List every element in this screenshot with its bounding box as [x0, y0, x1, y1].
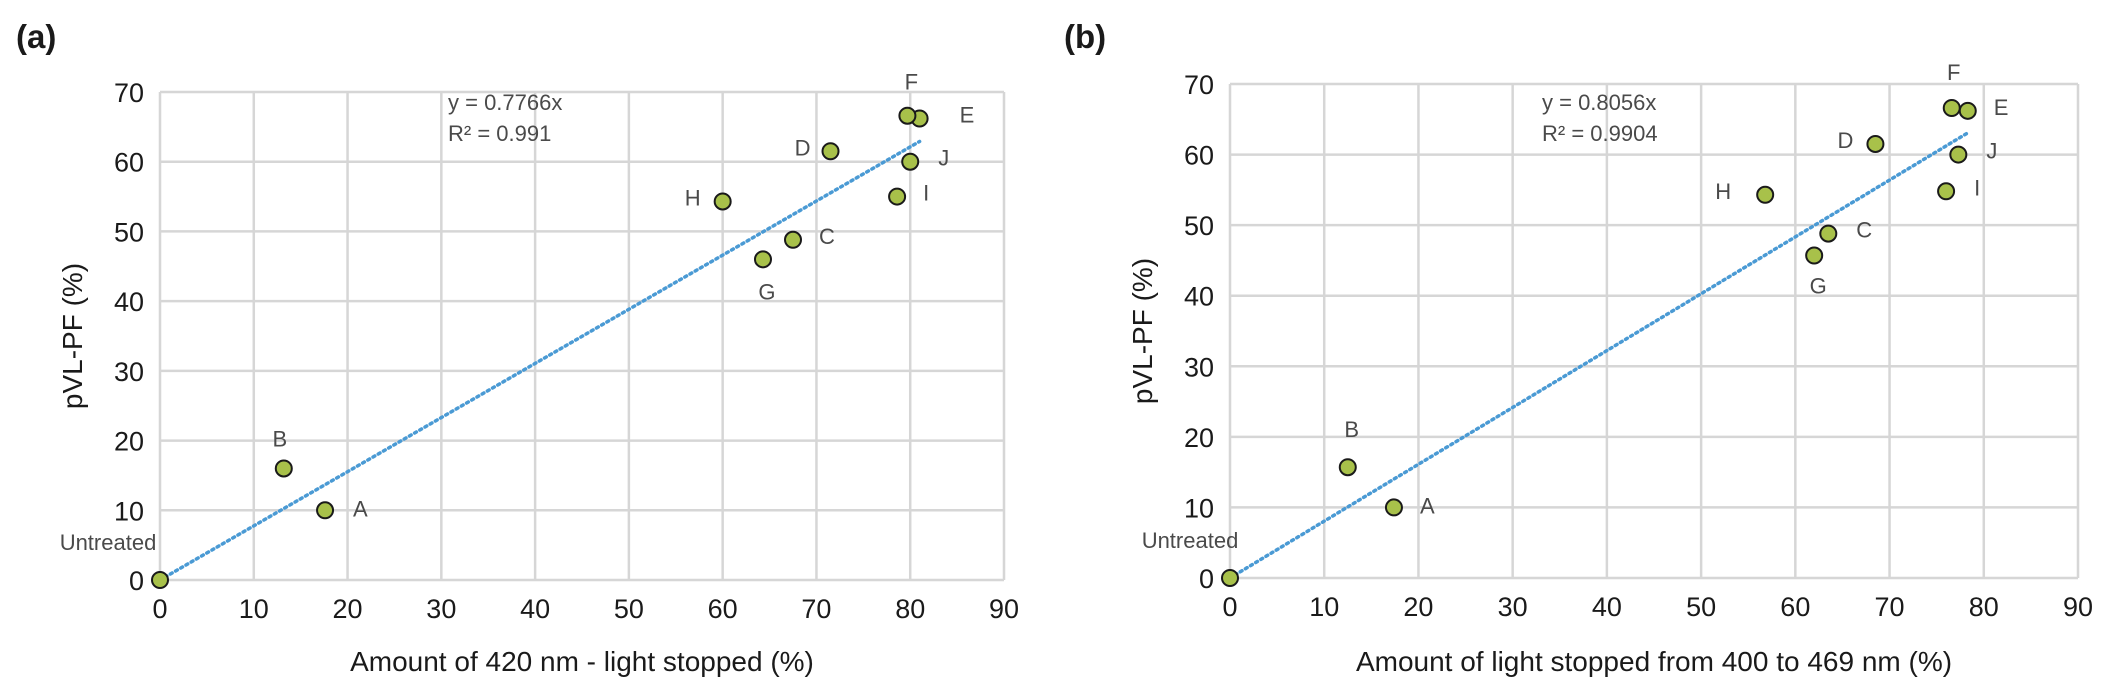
r-squared-label: R² = 0.9904 [1542, 121, 1658, 146]
trendline [1228, 129, 1972, 580]
y-tick-label: 40 [114, 287, 144, 317]
point-label: Untreated [1142, 528, 1239, 553]
data-point-h [713, 192, 732, 211]
x-tick-label: 40 [520, 594, 550, 624]
y-tick-label: 70 [114, 78, 144, 108]
data-point-h [1756, 185, 1775, 204]
data-point-a [1384, 498, 1403, 517]
data-point-i [888, 187, 907, 206]
trendline [158, 139, 922, 582]
point-label: C [819, 224, 835, 249]
chart-panel-a: (a) 0 10 20 30 40 50 60 70 80 90 0 10 20 30 40 50 60 70 Amo… [16, 18, 1019, 677]
y-tick-label: 0 [1199, 564, 1214, 594]
point-label: J [1986, 139, 1997, 164]
x-tick-label: 60 [708, 594, 738, 624]
point-label: A [1420, 493, 1435, 518]
x-tick-label: 0 [152, 594, 167, 624]
x-tick-label: 30 [426, 594, 456, 624]
data-point-b [1338, 458, 1357, 477]
data-point-g [753, 250, 772, 269]
y-axis-title: pVL-PF (%) [1127, 258, 1158, 404]
y-tick-label: 60 [114, 148, 144, 178]
y-tick-label: 60 [1184, 141, 1214, 171]
point-label: J [938, 146, 949, 171]
x-tick-label: 80 [895, 594, 925, 624]
data-point-untreated [151, 571, 169, 589]
x-tick-label: 90 [989, 594, 1019, 624]
point-label: F [905, 70, 918, 95]
y-tick-label: 50 [1184, 211, 1214, 241]
x-axis-title: Amount of light stopped from 400 to 469 … [1356, 646, 1952, 677]
x-tick-label: 40 [1592, 592, 1622, 622]
data-point-c [784, 230, 802, 249]
y-tick-label: 40 [1184, 282, 1214, 312]
x-tick-label: 70 [801, 594, 831, 624]
panel-label: (b) [1064, 18, 1106, 55]
y-tick-label: 0 [129, 566, 144, 596]
point-label: G [758, 279, 775, 304]
point-label: I [1974, 175, 1980, 200]
data-point-i [1937, 182, 1956, 201]
data-point-a [316, 501, 335, 520]
point-label: H [685, 185, 701, 210]
point-label: E [1994, 95, 2009, 120]
x-tick-label: 90 [2063, 592, 2093, 622]
x-tick-label: 80 [1969, 592, 1999, 622]
r-squared-label: R² = 0.991 [448, 121, 551, 146]
data-point-j [1949, 145, 1968, 164]
point-label: B [272, 426, 287, 451]
point-label: F [1947, 60, 1960, 85]
y-tick-label: 30 [1184, 352, 1214, 382]
data-point-f [898, 106, 917, 125]
scatter-chart-b: (b) 0 10 20 30 40 50 60 70 80 90 0 10 20 30 40 50 60 70 Amo… [1064, 18, 2093, 677]
y-tick-label: 10 [1184, 493, 1214, 523]
data-point-g [1805, 246, 1824, 265]
scatter-chart-a: (a) 0 10 20 30 40 50 60 70 80 90 0 10 20 30 40 50 60 70 Amo… [16, 18, 1019, 677]
data-point-b [274, 459, 293, 478]
data-point-c [1819, 224, 1838, 243]
point-label: E [960, 102, 975, 127]
y-tick-label: 10 [114, 496, 144, 526]
data-point-d [821, 142, 840, 161]
point-label: D [1838, 128, 1854, 153]
chart-panel-b: (b) 0 10 20 30 40 50 60 70 80 90 0 10 20 30 40 50 60 70 Amo… [1064, 0, 2128, 700]
x-tick-label: 30 [1498, 592, 1528, 622]
point-label: A [353, 496, 368, 521]
y-tick-label: 70 [1184, 70, 1214, 100]
y-tick-label: 30 [114, 357, 144, 387]
point-label: C [1856, 218, 1872, 243]
x-axis-title: Amount of 420 nm - light stopped (%) [350, 646, 814, 677]
point-label: D [795, 135, 811, 160]
x-tick-label: 50 [614, 594, 644, 624]
x-tick-label: 70 [1875, 592, 1905, 622]
data-point-untreated [1221, 569, 1239, 587]
data-point-d [1866, 134, 1885, 153]
data-point-e [1958, 101, 1977, 120]
data-point-j [901, 152, 920, 171]
x-tick-label: 20 [1403, 592, 1433, 622]
x-tick-label: 20 [333, 594, 363, 624]
y-tick-label: 20 [1184, 423, 1214, 453]
trendline-equation: y = 0.8056x [1542, 90, 1656, 115]
data-point-f [1942, 98, 1961, 117]
panel-label: (a) [16, 18, 56, 55]
point-label: H [1715, 179, 1731, 204]
y-axis-title: pVL-PF (%) [57, 263, 88, 409]
y-tick-label: 50 [114, 217, 144, 247]
x-tick-label: 60 [1780, 592, 1810, 622]
x-tick-label: 10 [239, 594, 269, 624]
x-tick-label: 10 [1309, 592, 1339, 622]
x-tick-label: 50 [1686, 592, 1716, 622]
point-label: G [1810, 273, 1827, 298]
point-label: I [923, 181, 929, 206]
point-label: Untreated [60, 530, 157, 555]
y-tick-label: 20 [114, 427, 144, 457]
trendline-equation: y = 0.7766x [448, 90, 562, 115]
point-label: B [1344, 417, 1359, 442]
x-tick-label: 0 [1222, 592, 1237, 622]
